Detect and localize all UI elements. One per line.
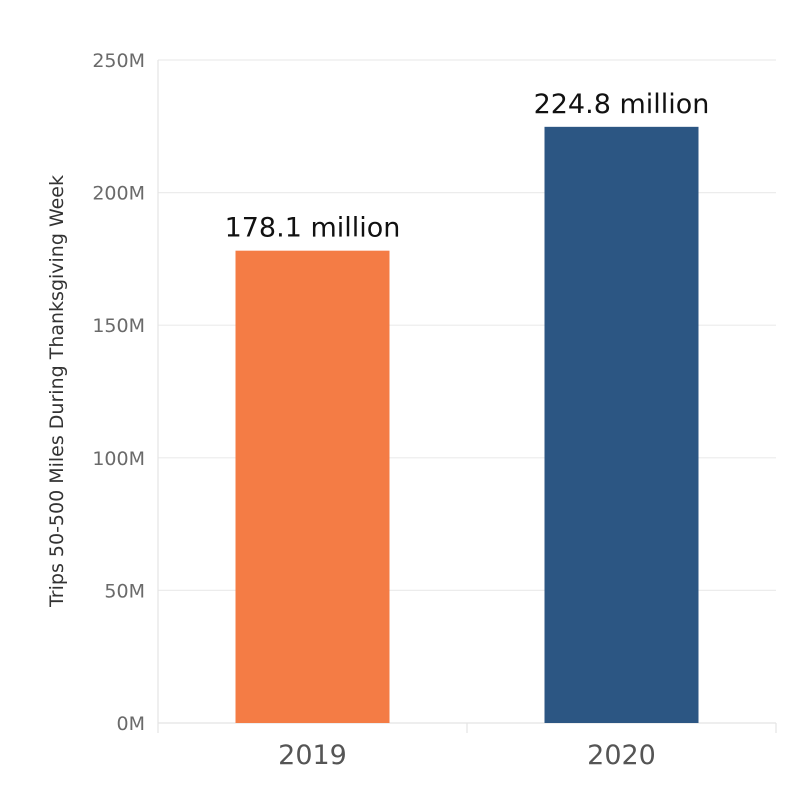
- y-tick-label: 200M: [92, 183, 145, 205]
- axes: 0M 50M 100M 150M 200M 250M 2019 2020: [92, 50, 777, 771]
- bar-2019: [235, 250, 390, 723]
- data-label: 224.8 million: [534, 89, 710, 120]
- x-tick-label: 2019: [278, 740, 347, 771]
- bar-2020: [544, 126, 699, 724]
- y-axis-title: Trips 50-500 Miles During Thanksgiving W…: [46, 175, 68, 608]
- y-tick-label: 250M: [92, 50, 145, 72]
- y-tick-label: 0M: [117, 713, 145, 735]
- bars: [235, 126, 699, 724]
- data-label: 178.1 million: [225, 213, 401, 244]
- y-tick-label: 50M: [104, 580, 145, 602]
- y-tick-label: 100M: [92, 448, 145, 470]
- data-labels: 178.1 million 224.8 million: [225, 89, 710, 244]
- x-tick-label: 2020: [587, 740, 656, 771]
- y-tick-label: 150M: [92, 315, 145, 337]
